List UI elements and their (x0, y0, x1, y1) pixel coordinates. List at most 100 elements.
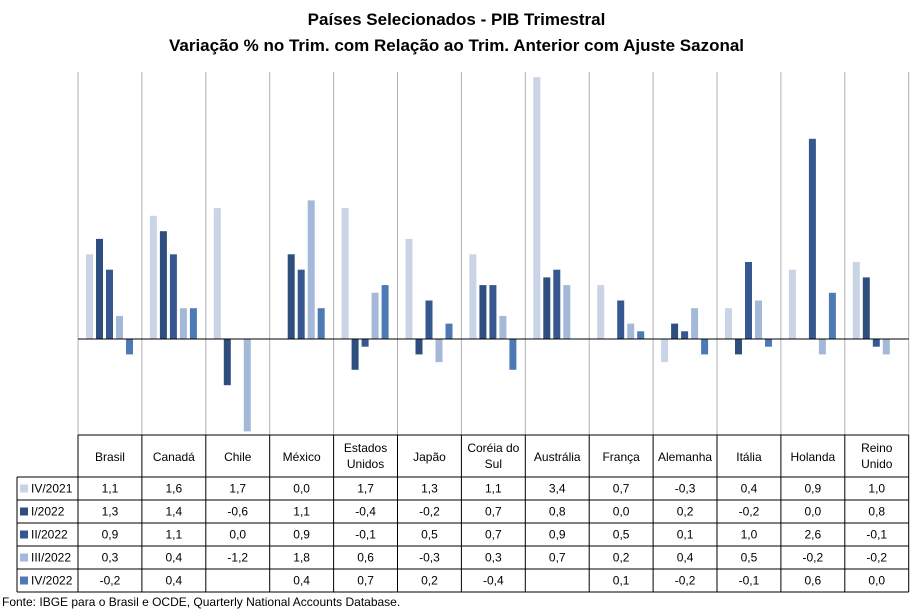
data-label: 0,8 (868, 505, 885, 519)
data-label: 0,0 (229, 528, 246, 542)
bar (86, 254, 93, 339)
data-label: 0,6 (805, 574, 822, 588)
bar (509, 339, 517, 370)
category-label: Estados (344, 441, 387, 455)
data-label: -0,2 (739, 505, 760, 519)
bar (361, 339, 369, 347)
data-label: 0,0 (805, 505, 822, 519)
data-label: 0,2 (677, 505, 694, 519)
bar (818, 339, 826, 355)
data-label: 0,4 (166, 574, 183, 588)
data-label: 1,7 (357, 482, 374, 496)
data-label: 0,9 (293, 528, 310, 542)
category-label: Austrália (534, 450, 581, 464)
data-label: 1,1 (166, 528, 183, 542)
category-label: Sul (485, 457, 502, 471)
data-label: 0,9 (102, 528, 119, 542)
category-label: Alemanha (658, 450, 712, 464)
bar (149, 215, 157, 339)
category-label: Japão (413, 450, 446, 464)
data-label: 0,9 (549, 528, 566, 542)
chart-title: Países Selecionados - PIB Trimestral (307, 10, 606, 29)
data-label: -0,1 (355, 528, 376, 542)
bar (425, 300, 433, 339)
data-label: -0,3 (419, 551, 440, 565)
bar (862, 277, 870, 339)
bar (553, 269, 561, 339)
bar (405, 238, 413, 339)
data-label: 0,6 (357, 551, 374, 565)
data-label: -0,2 (100, 574, 121, 588)
bar (223, 339, 231, 386)
data-label: 1,3 (102, 505, 119, 519)
bar (543, 277, 551, 339)
data-label: 2,6 (805, 528, 822, 542)
bar (297, 269, 305, 339)
data-label: 0,2 (421, 574, 438, 588)
bar (126, 339, 133, 355)
category-label: México (283, 450, 321, 464)
data-label: -0,2 (675, 574, 696, 588)
data-label: -0,2 (803, 551, 824, 565)
data-label: 1,0 (741, 528, 758, 542)
data-label: 0,8 (549, 505, 566, 519)
bar (435, 339, 443, 363)
bar (735, 339, 742, 355)
data-label: -0,1 (866, 528, 887, 542)
data-label: 0,3 (102, 551, 119, 565)
data-label: 1,1 (293, 505, 310, 519)
bar (479, 285, 487, 339)
data-label: 1,4 (166, 505, 183, 519)
data-label: 0,4 (293, 574, 310, 588)
bar (808, 138, 816, 339)
data-label: -0,4 (355, 505, 376, 519)
bar (445, 323, 453, 339)
data-label: 1,8 (293, 551, 310, 565)
category-label: Itália (736, 450, 762, 464)
bar (725, 308, 732, 339)
legend-label: III/2022 (31, 551, 71, 565)
data-label: 0,9 (805, 482, 822, 496)
bar (96, 238, 103, 339)
legend-label: IV/2022 (31, 574, 73, 588)
bar (671, 323, 679, 339)
bar (627, 323, 635, 339)
legend-key (20, 530, 28, 539)
bar (788, 269, 796, 339)
data-label: -0,6 (227, 505, 248, 519)
bar (681, 331, 689, 339)
data-label: 0,5 (421, 528, 438, 542)
bar (307, 200, 315, 339)
bar (872, 339, 880, 347)
data-label: 0,0 (613, 505, 630, 519)
data-label: -0,2 (419, 505, 440, 519)
data-label: 0,1 (613, 574, 630, 588)
data-label: 1,6 (166, 482, 183, 496)
bar (563, 285, 571, 339)
data-label: 0,1 (677, 528, 694, 542)
bar (169, 254, 177, 339)
bar (159, 231, 167, 339)
data-label: 0,4 (741, 482, 758, 496)
category-label: Canadá (153, 450, 195, 464)
category-label: Chile (224, 450, 252, 464)
bar (882, 339, 890, 355)
data-label: -0,2 (866, 551, 887, 565)
bar (341, 208, 349, 339)
category-label: Holanda (790, 450, 835, 464)
bar (852, 262, 860, 339)
category-label: Coréia do (467, 441, 519, 455)
bar (469, 254, 477, 339)
category-label: Reino (861, 441, 893, 455)
bar (415, 339, 423, 355)
bar (701, 339, 709, 355)
data-label: 0,3 (485, 551, 502, 565)
legend-key (20, 507, 28, 516)
bar (755, 300, 762, 339)
data-label: -0,1 (739, 574, 760, 588)
category-label: França (602, 450, 640, 464)
data-label: 0,5 (741, 551, 758, 565)
data-label: 0,0 (868, 574, 885, 588)
bar (499, 315, 507, 339)
